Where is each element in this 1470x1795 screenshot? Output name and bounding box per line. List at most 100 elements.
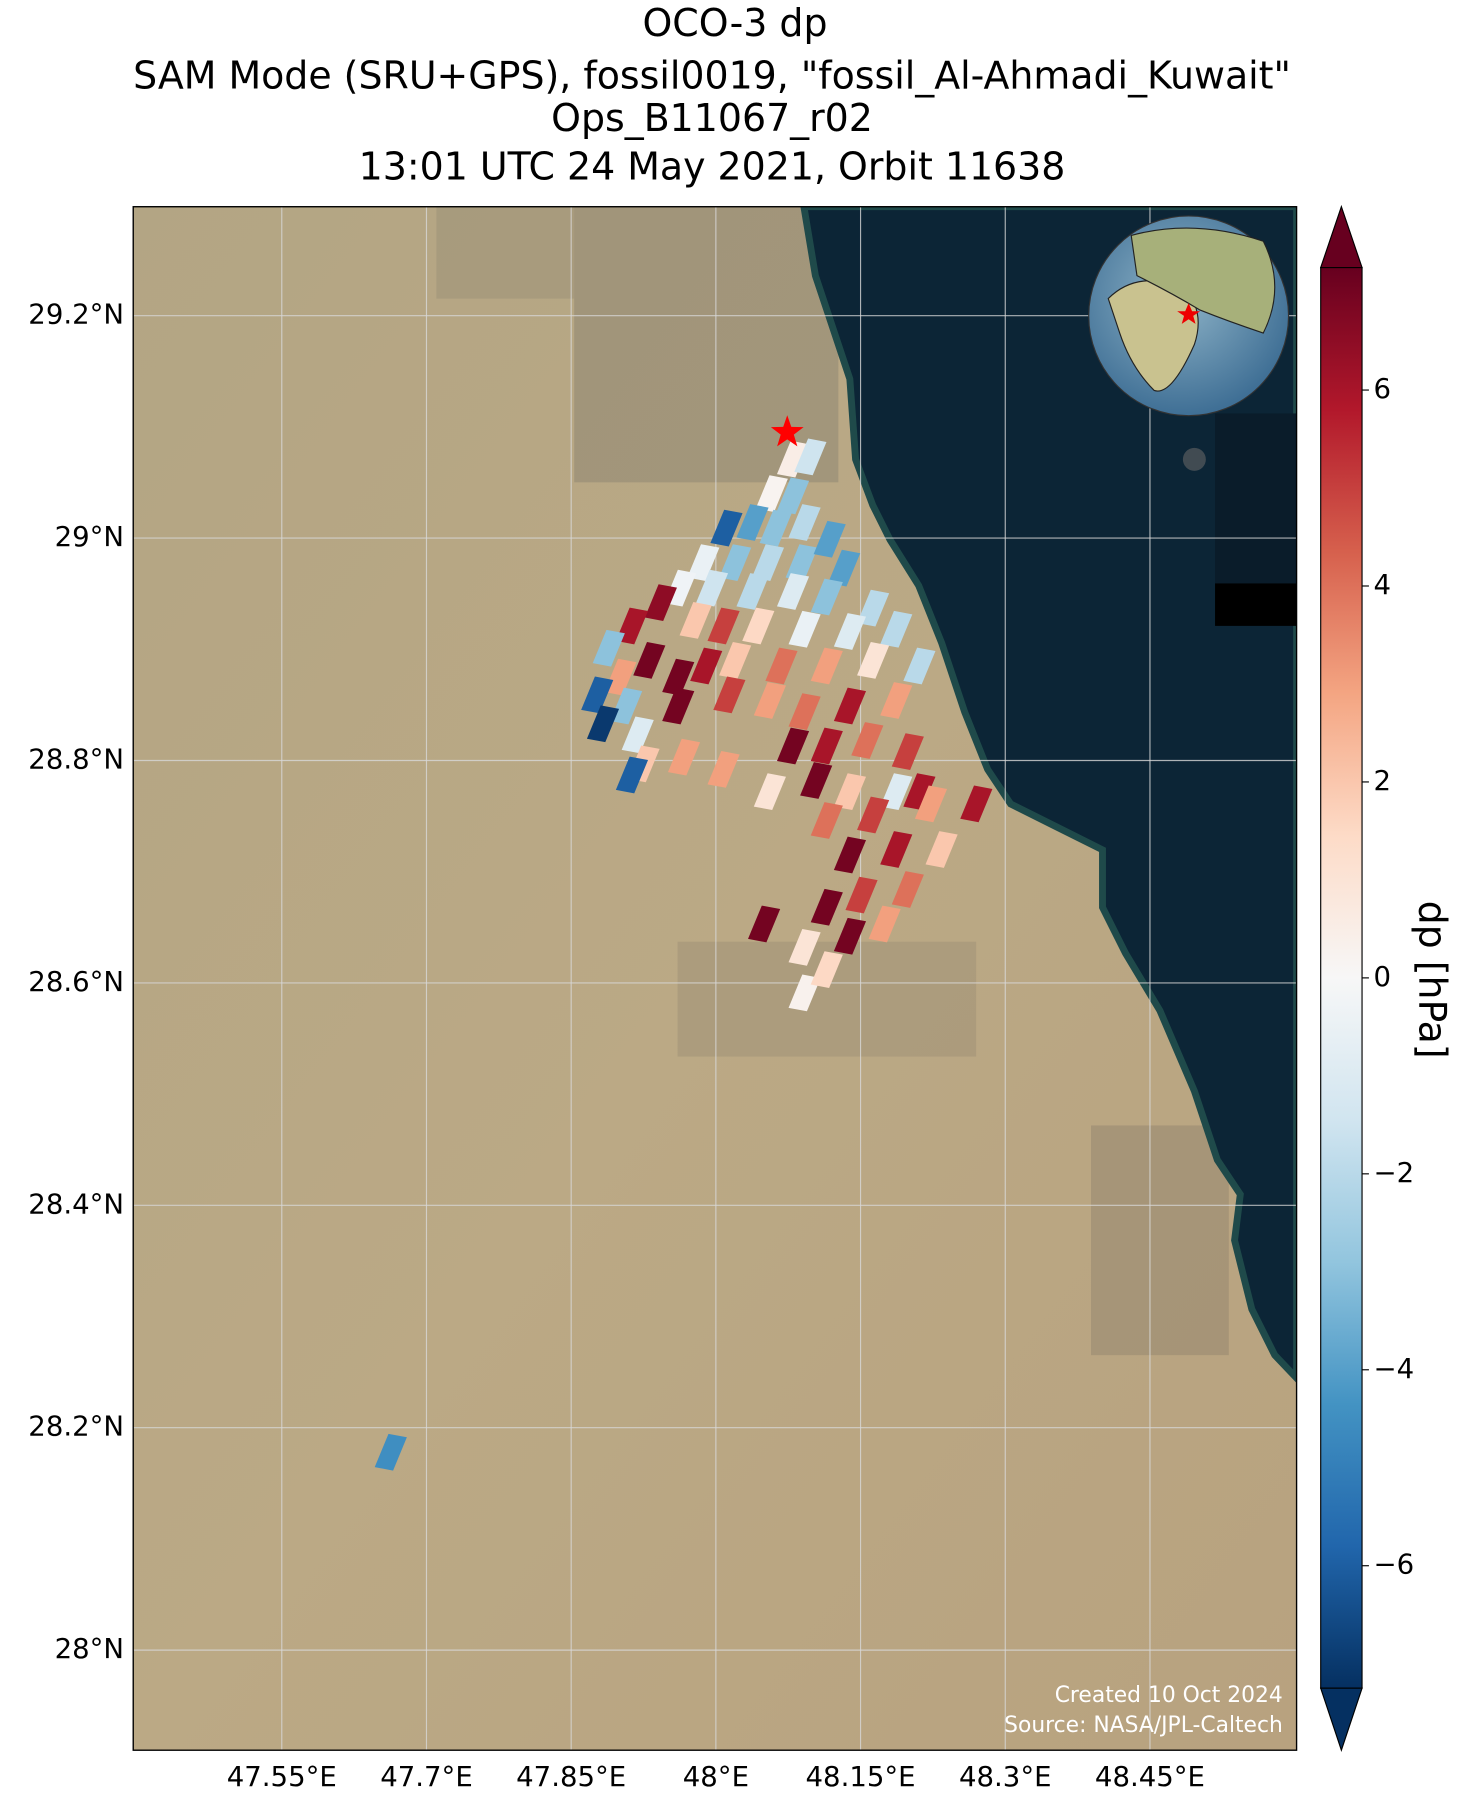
colorbar-tick-label: 4 xyxy=(1374,569,1392,601)
sounding xyxy=(845,876,878,914)
x-tick-label: 47.55°E xyxy=(227,1761,337,1793)
sounding xyxy=(776,573,810,610)
sounding xyxy=(753,682,786,719)
sounding xyxy=(679,602,712,639)
sounding xyxy=(736,504,769,541)
sounding xyxy=(736,573,769,610)
sounding xyxy=(690,647,723,685)
sounding xyxy=(719,642,752,679)
sounding xyxy=(776,477,810,515)
sounding xyxy=(891,871,924,908)
sounding xyxy=(710,509,743,547)
x-tick-label: 48°E xyxy=(683,1761,749,1793)
sounding xyxy=(960,785,993,823)
sounding xyxy=(621,716,654,754)
sounding xyxy=(785,544,818,581)
colorbar-extend xyxy=(1319,1687,1363,1753)
sounding xyxy=(695,569,729,607)
sounding xyxy=(765,647,798,685)
sounding xyxy=(662,658,695,696)
title-line: Ops_B11067_r02 xyxy=(551,96,873,140)
sounding xyxy=(667,738,701,776)
colorbar-scale xyxy=(1320,267,1363,1689)
sea-tile xyxy=(1215,583,1297,626)
credit: Source: NASA/JPL-Caltech xyxy=(1004,1713,1283,1738)
island xyxy=(1182,447,1206,471)
sounding xyxy=(914,785,948,823)
sounding xyxy=(800,762,833,799)
inset-globe xyxy=(1088,215,1290,417)
colorbar-tick-label: −4 xyxy=(1374,1353,1415,1385)
sounding xyxy=(810,802,843,839)
sounding xyxy=(707,607,740,645)
x-tick-label: 47.85°E xyxy=(516,1761,626,1793)
sounding xyxy=(586,705,620,743)
sounding xyxy=(903,773,936,811)
sounding xyxy=(755,475,788,512)
sounding xyxy=(788,610,821,648)
sounding xyxy=(633,642,666,679)
sounding xyxy=(880,831,913,868)
x-tick-label: 48.3°E xyxy=(959,1761,1052,1793)
y-tick-label: 28.8°N xyxy=(28,744,124,776)
sounding xyxy=(742,607,775,645)
colorbar-tick-label: −6 xyxy=(1374,1549,1415,1581)
sounding xyxy=(851,722,884,759)
sounding xyxy=(615,756,649,794)
sounding xyxy=(794,438,827,476)
urban-area xyxy=(574,206,839,483)
title-line: 13:01 UTC 24 May 2021, Orbit 11638 xyxy=(359,144,1066,188)
basemap xyxy=(133,206,1297,1751)
sounding xyxy=(891,733,924,770)
sounding xyxy=(925,831,958,868)
colorbar-extend xyxy=(1319,204,1363,269)
sounding xyxy=(788,928,821,966)
sounding xyxy=(810,951,843,988)
x-tick-label: 48.45°E xyxy=(1095,1761,1205,1793)
site-marker xyxy=(770,415,804,447)
sounding xyxy=(610,687,643,725)
colorbar-tick-label: 2 xyxy=(1374,765,1392,797)
colorbar-tick-label: −2 xyxy=(1374,1157,1415,1189)
sounding xyxy=(903,647,936,685)
sounding xyxy=(719,544,752,581)
sounding xyxy=(857,796,890,834)
sounding xyxy=(748,905,781,943)
colorbar-tick-label: 6 xyxy=(1374,373,1392,405)
sounding xyxy=(810,727,843,765)
colorbar-tick-label: 0 xyxy=(1374,961,1392,993)
sounding xyxy=(581,676,614,714)
sounding xyxy=(813,520,846,558)
sounding xyxy=(759,509,792,547)
urban-area xyxy=(436,206,575,299)
sea xyxy=(800,206,1297,1384)
sounding xyxy=(833,773,867,811)
sounding xyxy=(604,658,637,696)
sounding xyxy=(776,440,810,478)
sea-tile xyxy=(1215,413,1297,584)
sounding xyxy=(687,544,720,581)
urban-area xyxy=(1091,1125,1229,1356)
sounding xyxy=(776,727,810,765)
sounding xyxy=(810,888,843,926)
colorbar: −6 −4 −2 0 2 4 6 xyxy=(1319,204,1415,1753)
sounding xyxy=(828,549,861,587)
sounding xyxy=(788,693,821,730)
sounding xyxy=(713,676,746,714)
sounding xyxy=(833,836,867,874)
sounding xyxy=(880,682,913,719)
colorbar-label: dp [hPa] xyxy=(1410,901,1454,1059)
inset-star xyxy=(1177,303,1201,324)
sounding xyxy=(857,642,890,679)
sounding xyxy=(833,687,867,725)
sounding xyxy=(880,610,913,648)
y-tick-label: 28.4°N xyxy=(28,1188,124,1220)
sounding xyxy=(833,917,867,955)
x-tick-label: 48.15°E xyxy=(806,1761,916,1793)
sounding xyxy=(788,504,821,541)
sounding xyxy=(753,773,786,811)
y-tick-label: 29.2°N xyxy=(28,299,124,331)
map-frame xyxy=(132,206,1298,1751)
sounding xyxy=(644,584,677,621)
